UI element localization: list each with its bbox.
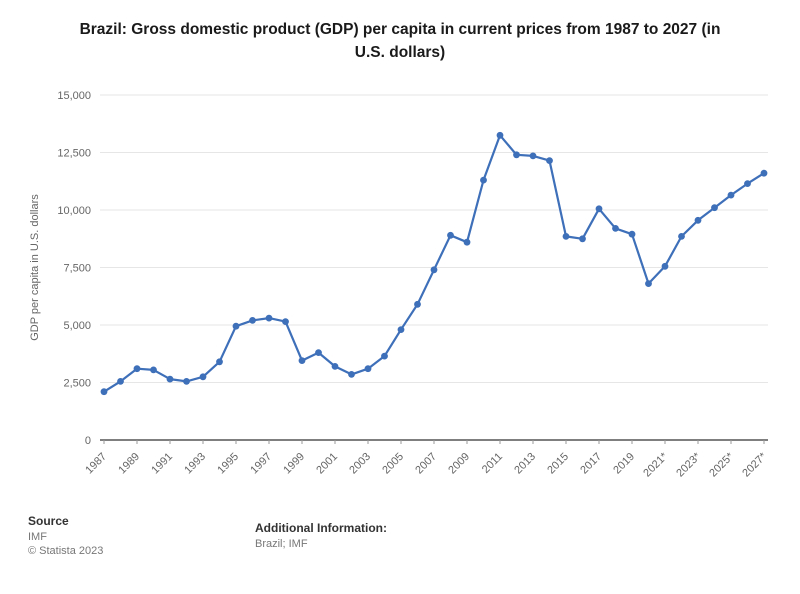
x-tick-label: 2015 xyxy=(545,451,571,477)
data-point xyxy=(315,349,322,356)
source-label: Source xyxy=(28,514,69,528)
data-point xyxy=(414,300,421,308)
x-tick-label: 1989 xyxy=(116,451,142,477)
data-point xyxy=(282,318,289,325)
data-point xyxy=(562,233,570,240)
y-tick-label: 5,000 xyxy=(63,320,91,332)
data-point xyxy=(513,151,520,159)
x-tick-label: 2007 xyxy=(413,451,439,477)
x-tick-label: 1997 xyxy=(248,451,274,477)
data-point xyxy=(232,322,240,330)
data-point xyxy=(150,366,157,374)
data-point xyxy=(727,191,735,199)
additional-info-value: Brazil; IMF xyxy=(255,538,308,550)
x-tick-label: 1995 xyxy=(215,451,241,477)
data-point xyxy=(463,238,471,246)
data-point xyxy=(298,357,306,364)
data-point xyxy=(100,388,108,396)
data-point xyxy=(430,266,438,274)
data-point xyxy=(249,317,256,324)
source-block: Source IMF © Statista 2023 xyxy=(28,514,103,557)
data-point xyxy=(645,280,652,287)
data-point xyxy=(199,373,207,381)
data-point xyxy=(595,205,603,213)
y-tick-label: 2,500 xyxy=(63,378,91,390)
data-point xyxy=(331,363,339,370)
x-tick-label: 2003 xyxy=(347,451,373,477)
data-point xyxy=(397,326,405,333)
data-point xyxy=(348,371,355,378)
chart-title: Brazil: Gross domestic product (GDP) per… xyxy=(79,21,721,62)
data-point xyxy=(265,314,273,322)
y-tick-label: 12,500 xyxy=(57,148,91,160)
additional-info-label: Additional Information: xyxy=(255,521,387,535)
x-tick-label: 2025* xyxy=(707,450,736,479)
data-point xyxy=(678,233,685,240)
x-tick-label: 1991 xyxy=(149,451,175,477)
x-tick-label: 2017 xyxy=(578,451,604,477)
data-point xyxy=(381,352,388,360)
x-tick-label: 1999 xyxy=(281,451,307,477)
data-point xyxy=(166,375,174,383)
data-point xyxy=(133,365,141,373)
data-point xyxy=(661,262,669,270)
data-point xyxy=(364,365,372,373)
additional-info-block: Additional Information: Brazil; IMF xyxy=(255,521,387,550)
x-tick-label: 2009 xyxy=(446,451,472,477)
y-tick-label: 7,500 xyxy=(63,263,91,275)
x-tick-label: 2027* xyxy=(740,450,769,479)
y-tick-label: 0 xyxy=(85,435,91,447)
data-point xyxy=(628,230,636,238)
data-point xyxy=(183,378,190,385)
x-tick-label: 2019 xyxy=(611,451,637,477)
x-tick-label: 2021* xyxy=(641,450,670,479)
x-tick-label: 1987 xyxy=(83,451,109,477)
data-point xyxy=(579,235,586,243)
data-point xyxy=(216,358,223,366)
data-point xyxy=(447,231,454,239)
x-tick-label: 2023* xyxy=(674,450,703,479)
data-point xyxy=(117,378,124,385)
x-tick-label: 2013 xyxy=(512,451,538,477)
y-axis-title: GDP per capita in U.S. dollars xyxy=(29,194,41,341)
data-point xyxy=(480,176,487,184)
x-tick-label: 2005 xyxy=(380,451,406,477)
data-point xyxy=(529,152,537,160)
x-tick-label: 2011 xyxy=(480,451,505,476)
x-tick-label: 1993 xyxy=(182,451,208,477)
source-value: IMF xyxy=(28,531,47,543)
data-point xyxy=(760,169,768,177)
data-point xyxy=(744,180,751,187)
x-tick-label: 2001 xyxy=(314,451,340,477)
copyright-text: © Statista 2023 xyxy=(28,545,104,557)
data-point xyxy=(496,131,504,139)
data-point xyxy=(546,157,553,164)
y-tick-label: 15,000 xyxy=(57,90,91,102)
y-tick-label: 10,000 xyxy=(57,205,91,217)
data-point xyxy=(711,204,718,212)
data-point xyxy=(694,216,702,224)
chart-area: 0 2,500 5,000 7,500 10,000 12,500 15,000 1987 19… xyxy=(0,72,800,510)
gdp-line-chart: 0 2,500 5,000 7,500 10,000 12,500 15,000 1987 19… xyxy=(29,90,770,479)
data-point xyxy=(612,225,619,232)
